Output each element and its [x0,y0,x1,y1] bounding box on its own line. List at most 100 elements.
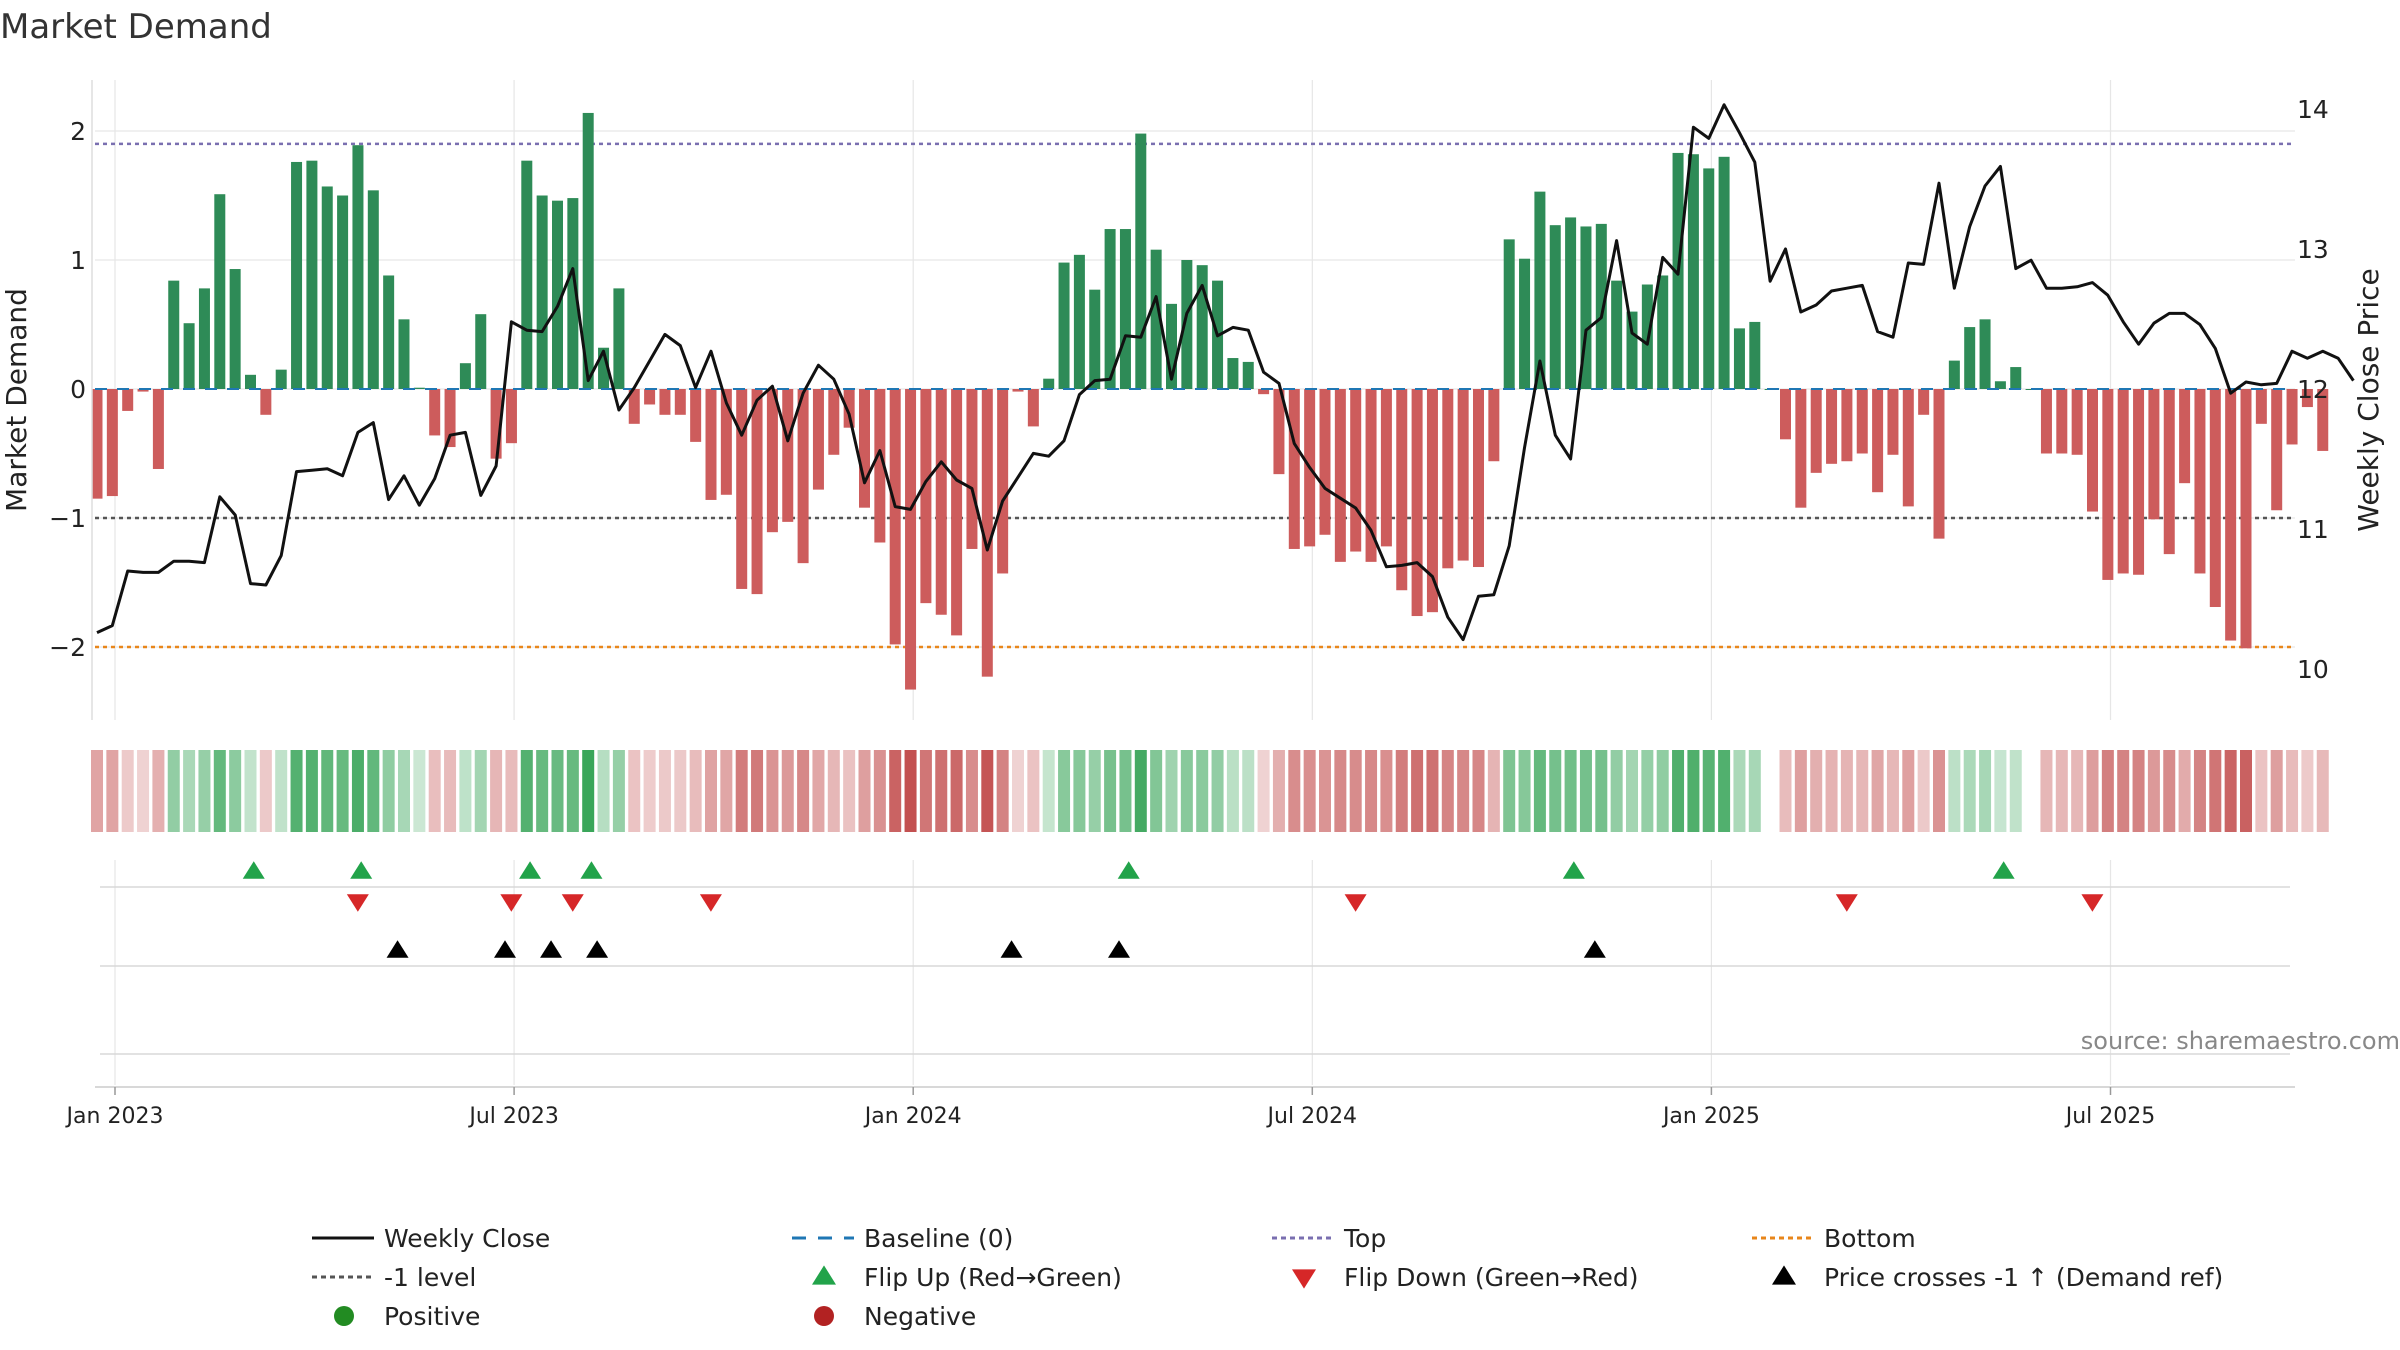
demand-bar [582,112,594,389]
heat-strip-cell [889,750,902,832]
heat-strip-cell [1426,750,1439,832]
heat-strip-cell [1871,750,1884,832]
demand-bar [2163,389,2175,555]
flip-up-marker [350,861,373,879]
heat-strip-cell [152,750,165,832]
heat-strip-cell [213,750,226,832]
demand-bar [2148,389,2160,520]
heat-strip-cell [2040,750,2053,832]
legend-swatch [1772,1265,1796,1285]
demand-bar [997,389,1009,574]
flip-down-marker [2081,894,2104,912]
y-tick-label-right: 13 [2297,235,2329,264]
demand-bar [859,389,870,508]
demand-bar [1012,389,1024,392]
flip-up-marker [242,861,265,879]
heat-strip-cell [2086,750,2099,832]
demand-bar [2087,389,2098,512]
demand-bar [1350,389,1362,552]
demand-bar [1319,389,1331,535]
demand-bar [1365,389,1377,562]
heat-strip-cell [720,750,733,832]
heat-strip-cell [2240,750,2252,832]
demand-bar [444,389,456,448]
legend-label: Flip Down (Green→Red) [1344,1263,1639,1292]
demand-bar [1488,389,1500,462]
price-cross-marker [1583,940,1606,958]
y-axis-label-left: Market Demand [0,288,33,512]
heat-strip-cell [1058,750,1071,832]
demand-bar [1826,389,1838,464]
heat-strip-cell [1886,750,1899,832]
demand-bar [1749,321,1761,389]
demand-bar [2040,389,2052,454]
demand-bar [260,389,272,415]
demand-bar [644,389,656,405]
demand-bar [1549,225,1561,389]
x-axis-ticks: Jan 2023 Jul 2023 Jan 2024 Jul 2024 Jan 2025… [65,1087,2155,1129]
legend-label: Price crosses -1 ↑ (Demand ref) [1824,1263,2223,1292]
demand-bar [1411,389,1423,617]
demand-bar [1119,229,1131,389]
heat-strip-cell [1441,750,1454,832]
demand-bar [613,288,625,389]
heat-strip-cell [2101,750,2114,832]
demand-bar [751,389,763,595]
demand-bar [843,389,855,428]
heat-strip-cell [735,750,748,832]
heat-strip-cell [751,750,764,832]
y-tick-label-left: 1 [70,246,86,275]
demand-bar [352,145,364,389]
demand-bar [1780,389,1791,440]
heat-strip-cell [367,750,380,832]
heat-strip-cell [121,750,134,832]
demand-bar [1733,328,1745,389]
demand-bar [766,389,778,533]
heat-strip-cell [1902,750,1915,832]
heat-strip-cell [2255,750,2268,832]
flip-up-marker [1117,861,1140,879]
demand-bar [1626,311,1638,389]
demand-bar [705,389,717,500]
legend-label: Baseline (0) [864,1224,1013,1253]
heat-strip-cell [935,750,948,832]
demand-bar [2133,389,2145,575]
event-markers [95,861,2295,1088]
heat-strip-cell [919,750,932,832]
heat-strip-cell [2132,750,2145,832]
flip-down-marker [561,894,584,912]
demand-bar [782,389,794,522]
heat-strip-cell [1411,750,1424,832]
legend-label: Flip Up (Red→Green) [864,1263,1122,1292]
demand-bar [291,161,303,389]
demand-bar [2209,389,2221,608]
heat-strip-cell [1779,750,1792,832]
demand-bar [1534,191,1546,389]
heat-strip-cell [2163,750,2176,832]
heat-strip-cell [1457,750,1470,832]
demand-bar [598,347,610,389]
heat-strip-cell [198,750,211,832]
demand-bar [475,314,487,389]
demand-bar [490,389,502,459]
heat-strip-cell [382,750,395,832]
y-tick-label-left: 0 [70,375,86,404]
demand-bar [1687,154,1699,389]
heat-strip-cell [1487,750,1500,832]
demand-bar [1089,289,1101,389]
x-tick-label: Jul 2024 [1266,1104,1358,1129]
legend-label: Positive [384,1302,480,1331]
demand-bar [889,389,901,645]
x-tick-label: Jul 2023 [467,1104,559,1129]
demand-bar [168,280,180,389]
heat-strip-cell [2193,750,2206,832]
heat-strip-cell [1917,750,1930,832]
demand-bar [521,160,533,389]
heat-strip-cell [981,750,994,832]
heat-strip-cell [1840,750,1853,832]
demand-bar [536,195,548,389]
heat-strip-cell [2270,750,2283,832]
demand-bar [2179,389,2191,484]
heat-strip-cell [474,750,487,832]
y-tick-label-right: 12 [2297,375,2329,404]
